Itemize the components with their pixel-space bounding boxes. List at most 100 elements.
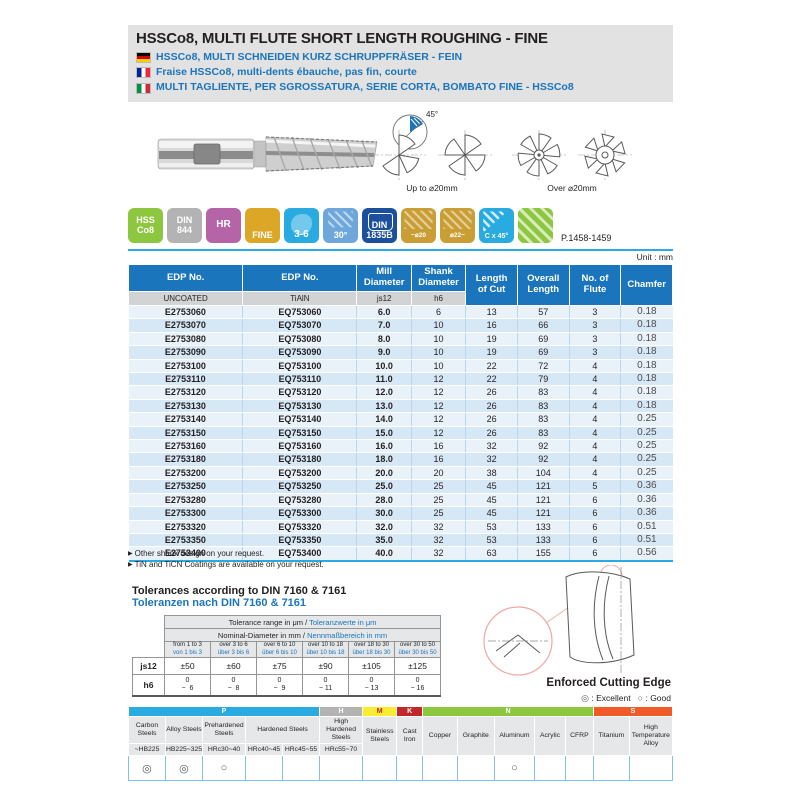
material-name: Alloy Steels	[164, 716, 203, 744]
material-rating	[318, 755, 364, 781]
cell: over 3 to 6	[219, 642, 248, 648]
cell: 22	[465, 372, 518, 387]
cell: 12	[411, 399, 467, 414]
cell: 45	[465, 493, 518, 508]
cell: 0.36	[620, 506, 673, 521]
rating-legend: ◎ : Excellent ○ : Good	[581, 693, 671, 703]
badge-label: 30°	[333, 229, 348, 240]
material-hardness: HB225~325	[164, 743, 203, 756]
cell: E2753250	[128, 479, 244, 494]
h6-value: 0− 6	[164, 674, 211, 697]
cell: 0.51	[620, 520, 673, 534]
material-name: CFRP	[564, 716, 594, 756]
caption-up-to-20: Up to ⌀20mm	[406, 183, 458, 193]
cell: 4	[569, 439, 622, 454]
cell: über 18 bis 30	[352, 649, 391, 656]
material-rating	[282, 755, 320, 781]
cell: over 18 to 30	[353, 642, 390, 648]
page-title: HSSCo8, MULTI FLUTE SHORT LENGTH ROUGHIN…	[136, 30, 548, 47]
table-row: E2753140 EQ753140 14.0 12 26 83 4 0.25	[128, 412, 673, 427]
cell: 69	[517, 332, 570, 347]
cell: 79	[517, 372, 570, 387]
cell: E2753070	[128, 318, 244, 333]
col-header-mill-diameter: Mill Diameter	[356, 264, 412, 292]
cell: 0.25	[620, 439, 673, 454]
cell: E2753400	[128, 546, 244, 562]
cell: 63	[465, 546, 518, 562]
cell: EQ753400	[242, 546, 358, 562]
stripes-icon	[518, 208, 553, 243]
cell: 26	[465, 385, 518, 400]
cross-section-4flute-cross-icon	[438, 130, 492, 180]
feature-badge: ⌀22~	[440, 208, 475, 243]
cell: 0.18	[620, 332, 673, 347]
cell: 0.18	[620, 305, 673, 320]
tolerance-range-cell: over 10 to 18 über 10 bis 18	[302, 641, 349, 658]
cell: EQ753150	[242, 426, 358, 441]
cell: 6	[569, 506, 622, 521]
tolerance-range-cell: over 18 to 30 über 18 bis 30	[348, 641, 395, 658]
cell: 0.18	[620, 345, 673, 360]
tolerance-range-cell: over 30 to 50 über 30 bis 50	[393, 641, 442, 658]
subheader-js12: js12	[356, 291, 412, 306]
cell: 12	[411, 412, 467, 427]
material-name: Copper	[422, 716, 458, 756]
cell: 0.18	[620, 399, 673, 414]
table-row: E2753080 EQ753080 8.0 10 19 69 3 0.18	[128, 332, 673, 347]
badge-label: ⌀22~	[450, 232, 465, 240]
cell: 25	[411, 506, 467, 521]
cell: EQ753200	[242, 466, 358, 481]
cell: 20	[411, 466, 467, 481]
badge-label: 3-6	[294, 228, 309, 240]
cell: 133	[517, 520, 570, 534]
cell: 16	[465, 318, 518, 333]
tolerance-range-cell: from 1 to 3 von 1 bis 3	[164, 641, 211, 658]
cell: 3	[569, 345, 622, 360]
cell: 32	[411, 520, 467, 534]
cell: 30.0	[356, 506, 412, 521]
tolerance-h6-row: h6 0− 6 0− 8 0− 9 0− 11 0− 13 0− 16	[132, 674, 442, 697]
cell: from 1 to 3	[173, 642, 202, 648]
cell: 9.0	[356, 345, 412, 360]
cell: 155	[517, 546, 570, 562]
cell: 104	[517, 466, 570, 481]
cell: 121	[517, 479, 570, 494]
cell: EQ753250	[242, 479, 358, 494]
material-name: Aluminum	[493, 716, 536, 756]
cell: 35.0	[356, 533, 412, 548]
size-table-body: E2753060 EQ753060 6.0 6 13 57 3 0.18 E2753070 EQ7…	[128, 305, 673, 562]
chamfer-angle-label: 45°	[426, 110, 438, 119]
cell: 12.0	[356, 385, 412, 400]
cell: 38	[465, 466, 518, 481]
cell: E2753120	[128, 385, 244, 400]
table-row: E2753060 EQ753060 6.0 6 13 57 3 0.18	[128, 305, 673, 320]
cell: über 10 bis 18	[306, 649, 345, 656]
cell: 4	[569, 412, 622, 427]
cell: E2753110	[128, 372, 244, 387]
cell: über 3 bis 6	[217, 649, 250, 656]
cell: E2753300	[128, 506, 244, 521]
cell: EQ753100	[242, 359, 358, 374]
table-row: E2753250 EQ753250 25.0 25 45 121 5 0.36	[128, 479, 673, 494]
cell: 83	[517, 385, 570, 400]
material-hardness: HRc45~55	[282, 743, 320, 756]
cell: 40.0	[356, 546, 412, 562]
nominal-diameter-header: Nominal-Diameter in mm / Nennmaßbereich …	[163, 628, 442, 642]
flute-icon	[291, 214, 312, 235]
cell: 0	[185, 676, 190, 684]
good-symbol: ○	[637, 693, 644, 703]
tolerance-range-cell: over 3 to 6 über 3 bis 6	[210, 641, 257, 658]
col-header-edp-tialn: EDP No.	[242, 264, 358, 292]
subheader-h6: h6	[410, 291, 467, 306]
material-name: Titanium	[592, 716, 630, 756]
cell: 0.25	[620, 466, 673, 481]
js12-value: ±75	[256, 657, 303, 675]
material-hardness: HRc30~40	[201, 743, 247, 756]
tolerance-range-cell: over 6 to 10 über 6 bis 10	[256, 641, 303, 658]
cell: 26	[465, 426, 518, 441]
cell: − 8	[227, 685, 240, 692]
cell: 26	[465, 399, 518, 414]
title-block: HSSCo8, MULTI FLUTE SHORT LENGTH ROUGHIN…	[128, 25, 673, 102]
material-name: High Temperature Alloy	[628, 716, 674, 756]
cell: EQ753060	[242, 305, 358, 320]
